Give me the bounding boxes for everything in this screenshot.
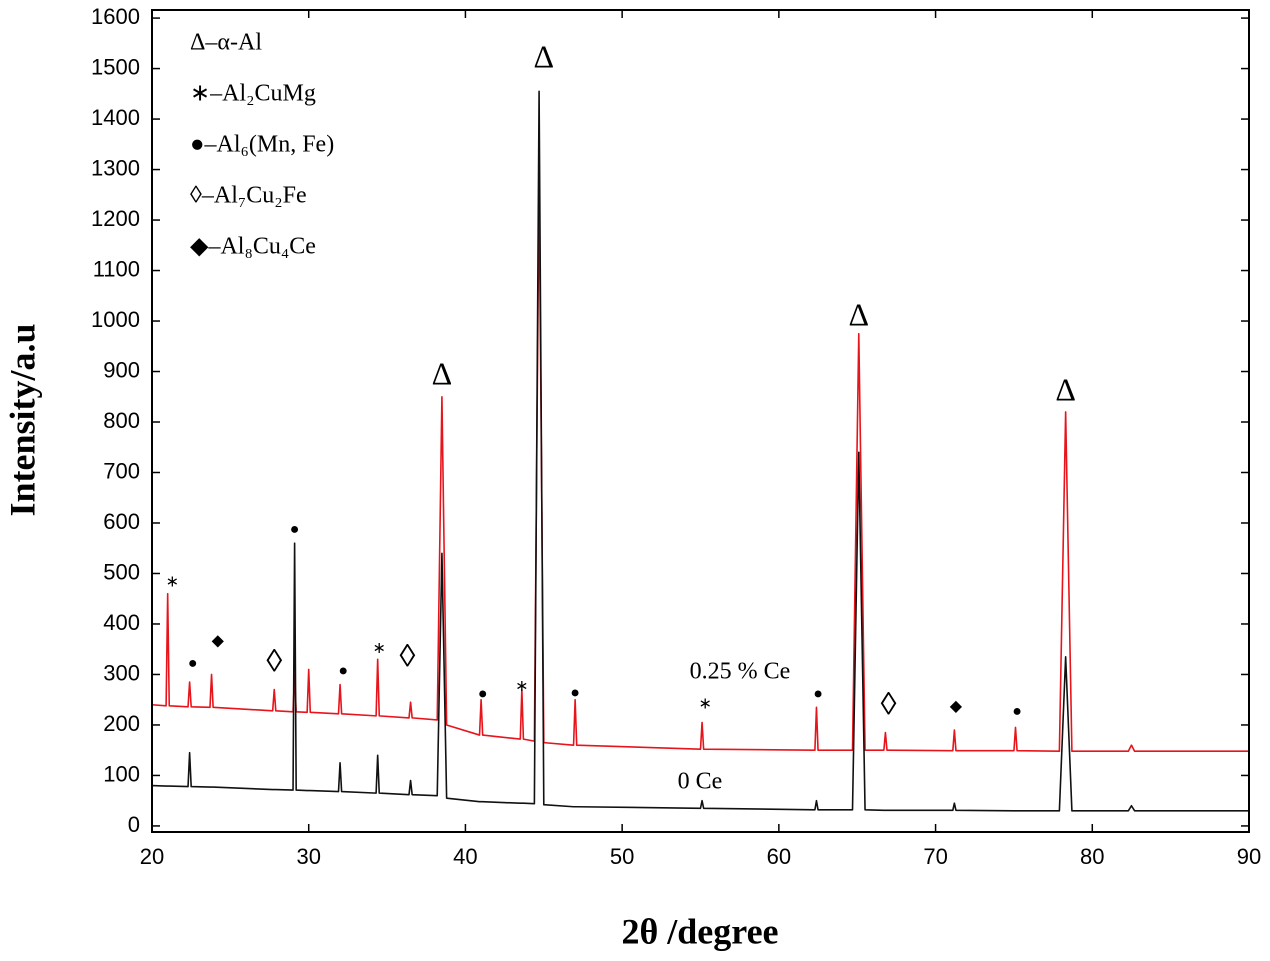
y-tick-label: 1000 <box>91 307 140 332</box>
x-tick-label: 30 <box>296 844 320 869</box>
peak-marker: ● <box>188 655 198 672</box>
series-label: 0 Ce <box>678 769 723 795</box>
y-tick-label: 900 <box>103 357 140 382</box>
peak-marker: ◊ <box>266 643 282 679</box>
y-tick-label: 800 <box>103 408 140 433</box>
peak-marker: ∗ <box>373 640 386 657</box>
plot-frame <box>151 9 1250 833</box>
peak-marker: ◆ <box>950 698 963 715</box>
peak-marker: ● <box>290 521 300 538</box>
series-line <box>151 178 1249 753</box>
series-label: 0.25 % Ce <box>690 659 791 685</box>
y-tick-label: 1100 <box>93 256 140 281</box>
y-tick-label: 1200 <box>91 206 140 231</box>
peak-marker: Δ <box>848 296 869 332</box>
peak-marker: ◊ <box>400 638 416 674</box>
y-tick-label: 100 <box>103 761 140 786</box>
peak-marker: ∗ <box>166 574 179 591</box>
series-line <box>151 90 1249 812</box>
y-tick-label: 1400 <box>91 105 140 130</box>
peak-marker: ◆ <box>212 632 225 649</box>
x-tick-label: 60 <box>767 844 791 869</box>
peak-marker: ◊ <box>881 686 897 722</box>
legend-entry: Δ–α-Al <box>190 30 262 56</box>
y-tick-label: 1500 <box>91 54 140 79</box>
peak-marker: ● <box>813 685 823 702</box>
y-tick-label: 200 <box>103 711 140 736</box>
y-tick-label: 300 <box>103 660 140 685</box>
x-tick-label: 40 <box>453 844 477 869</box>
peak-marker: Δ <box>432 355 453 391</box>
peak-marker: ● <box>1012 703 1022 720</box>
x-tick-label: 50 <box>610 844 634 869</box>
y-axis-title: Intensity/a.u <box>2 323 42 516</box>
x-tick-label: 90 <box>1237 844 1261 869</box>
legend-entry: ●–Al₆(Mn, Fe) <box>190 132 334 158</box>
peak-marker: ● <box>338 663 348 680</box>
x-tick-label: 80 <box>1080 844 1104 869</box>
peak-marker: Δ <box>533 38 554 74</box>
peak-marker: ● <box>478 685 488 702</box>
x-tick-label: 20 <box>140 844 164 869</box>
y-tick-label: 400 <box>103 610 140 635</box>
y-tick-label: 1600 <box>91 4 140 29</box>
legend-entry: ◆–Al₈Cu₄Ce <box>190 234 316 260</box>
peak-marker: ∗ <box>698 695 711 712</box>
peak-marker: ● <box>570 684 580 701</box>
peak-marker: ∗ <box>515 678 528 695</box>
y-tick-label: 700 <box>103 458 140 483</box>
legend-entry: ∗–Al₂CuMg <box>190 81 316 107</box>
y-tick-label: 500 <box>103 559 140 584</box>
legend-entry: ◊–Al₇Cu₂Fe <box>190 183 307 209</box>
y-tick-label: 600 <box>103 509 140 534</box>
x-axis-title: 2θ /degree <box>621 911 778 951</box>
y-tick-label: 0 <box>128 812 140 837</box>
peak-marker: Δ <box>1055 372 1076 408</box>
x-tick-label: 70 <box>923 844 947 869</box>
y-tick-label: 1300 <box>91 155 140 180</box>
